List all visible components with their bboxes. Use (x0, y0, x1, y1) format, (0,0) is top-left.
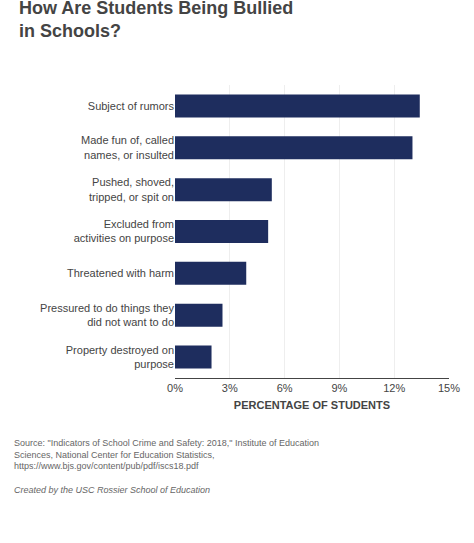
svg-text:Created by the USC Rossier Sch: Created by the USC Rossier School of Edu… (14, 485, 210, 495)
svg-text:How Are Students Being Bullied: How Are Students Being Bulliedin Schools… (19, 0, 293, 41)
svg-text:Subject of rumors: Subject of rumors (88, 100, 175, 112)
svg-text:Source: "Indicators of School: Source: "Indicators of School Crime and … (14, 438, 319, 471)
svg-text:PERCENTAGE OF STUDENTS: PERCENTAGE OF STUDENTS (234, 399, 390, 411)
svg-text:Excluded fromactivities on pur: Excluded fromactivities on purpose (74, 218, 174, 244)
svg-text:6%: 6% (277, 382, 293, 394)
svg-text:15%: 15% (438, 382, 460, 394)
svg-text:12%: 12% (383, 382, 405, 394)
svg-text:Property destroyed onpurpose: Property destroyed onpurpose (66, 344, 174, 370)
svg-text:Made fun of, callednames, or i: Made fun of, callednames, or insulted (81, 134, 174, 160)
svg-text:Threatened with harm: Threatened with harm (67, 267, 174, 279)
svg-text:9%: 9% (331, 382, 347, 394)
svg-text:Pushed, shoved,tripped, or spi: Pushed, shoved,tripped, or spit on (89, 176, 174, 202)
svg-text:3%: 3% (222, 382, 238, 394)
svg-text:0%: 0% (167, 382, 183, 394)
svg-text:Pressured to do things theydid: Pressured to do things theydid not want … (40, 302, 174, 328)
